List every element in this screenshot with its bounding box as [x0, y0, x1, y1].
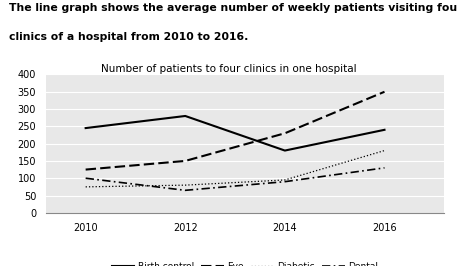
Text: The line graph shows the average number of weekly patients visiting four: The line graph shows the average number …	[9, 3, 458, 13]
Legend: Birth control, Eye, Diabetic, Dental: Birth control, Eye, Diabetic, Dental	[108, 259, 382, 266]
Text: Number of patients to four clinics in one hospital: Number of patients to four clinics in on…	[101, 64, 357, 74]
Text: clinics of a hospital from 2010 to 2016.: clinics of a hospital from 2010 to 2016.	[9, 32, 249, 42]
